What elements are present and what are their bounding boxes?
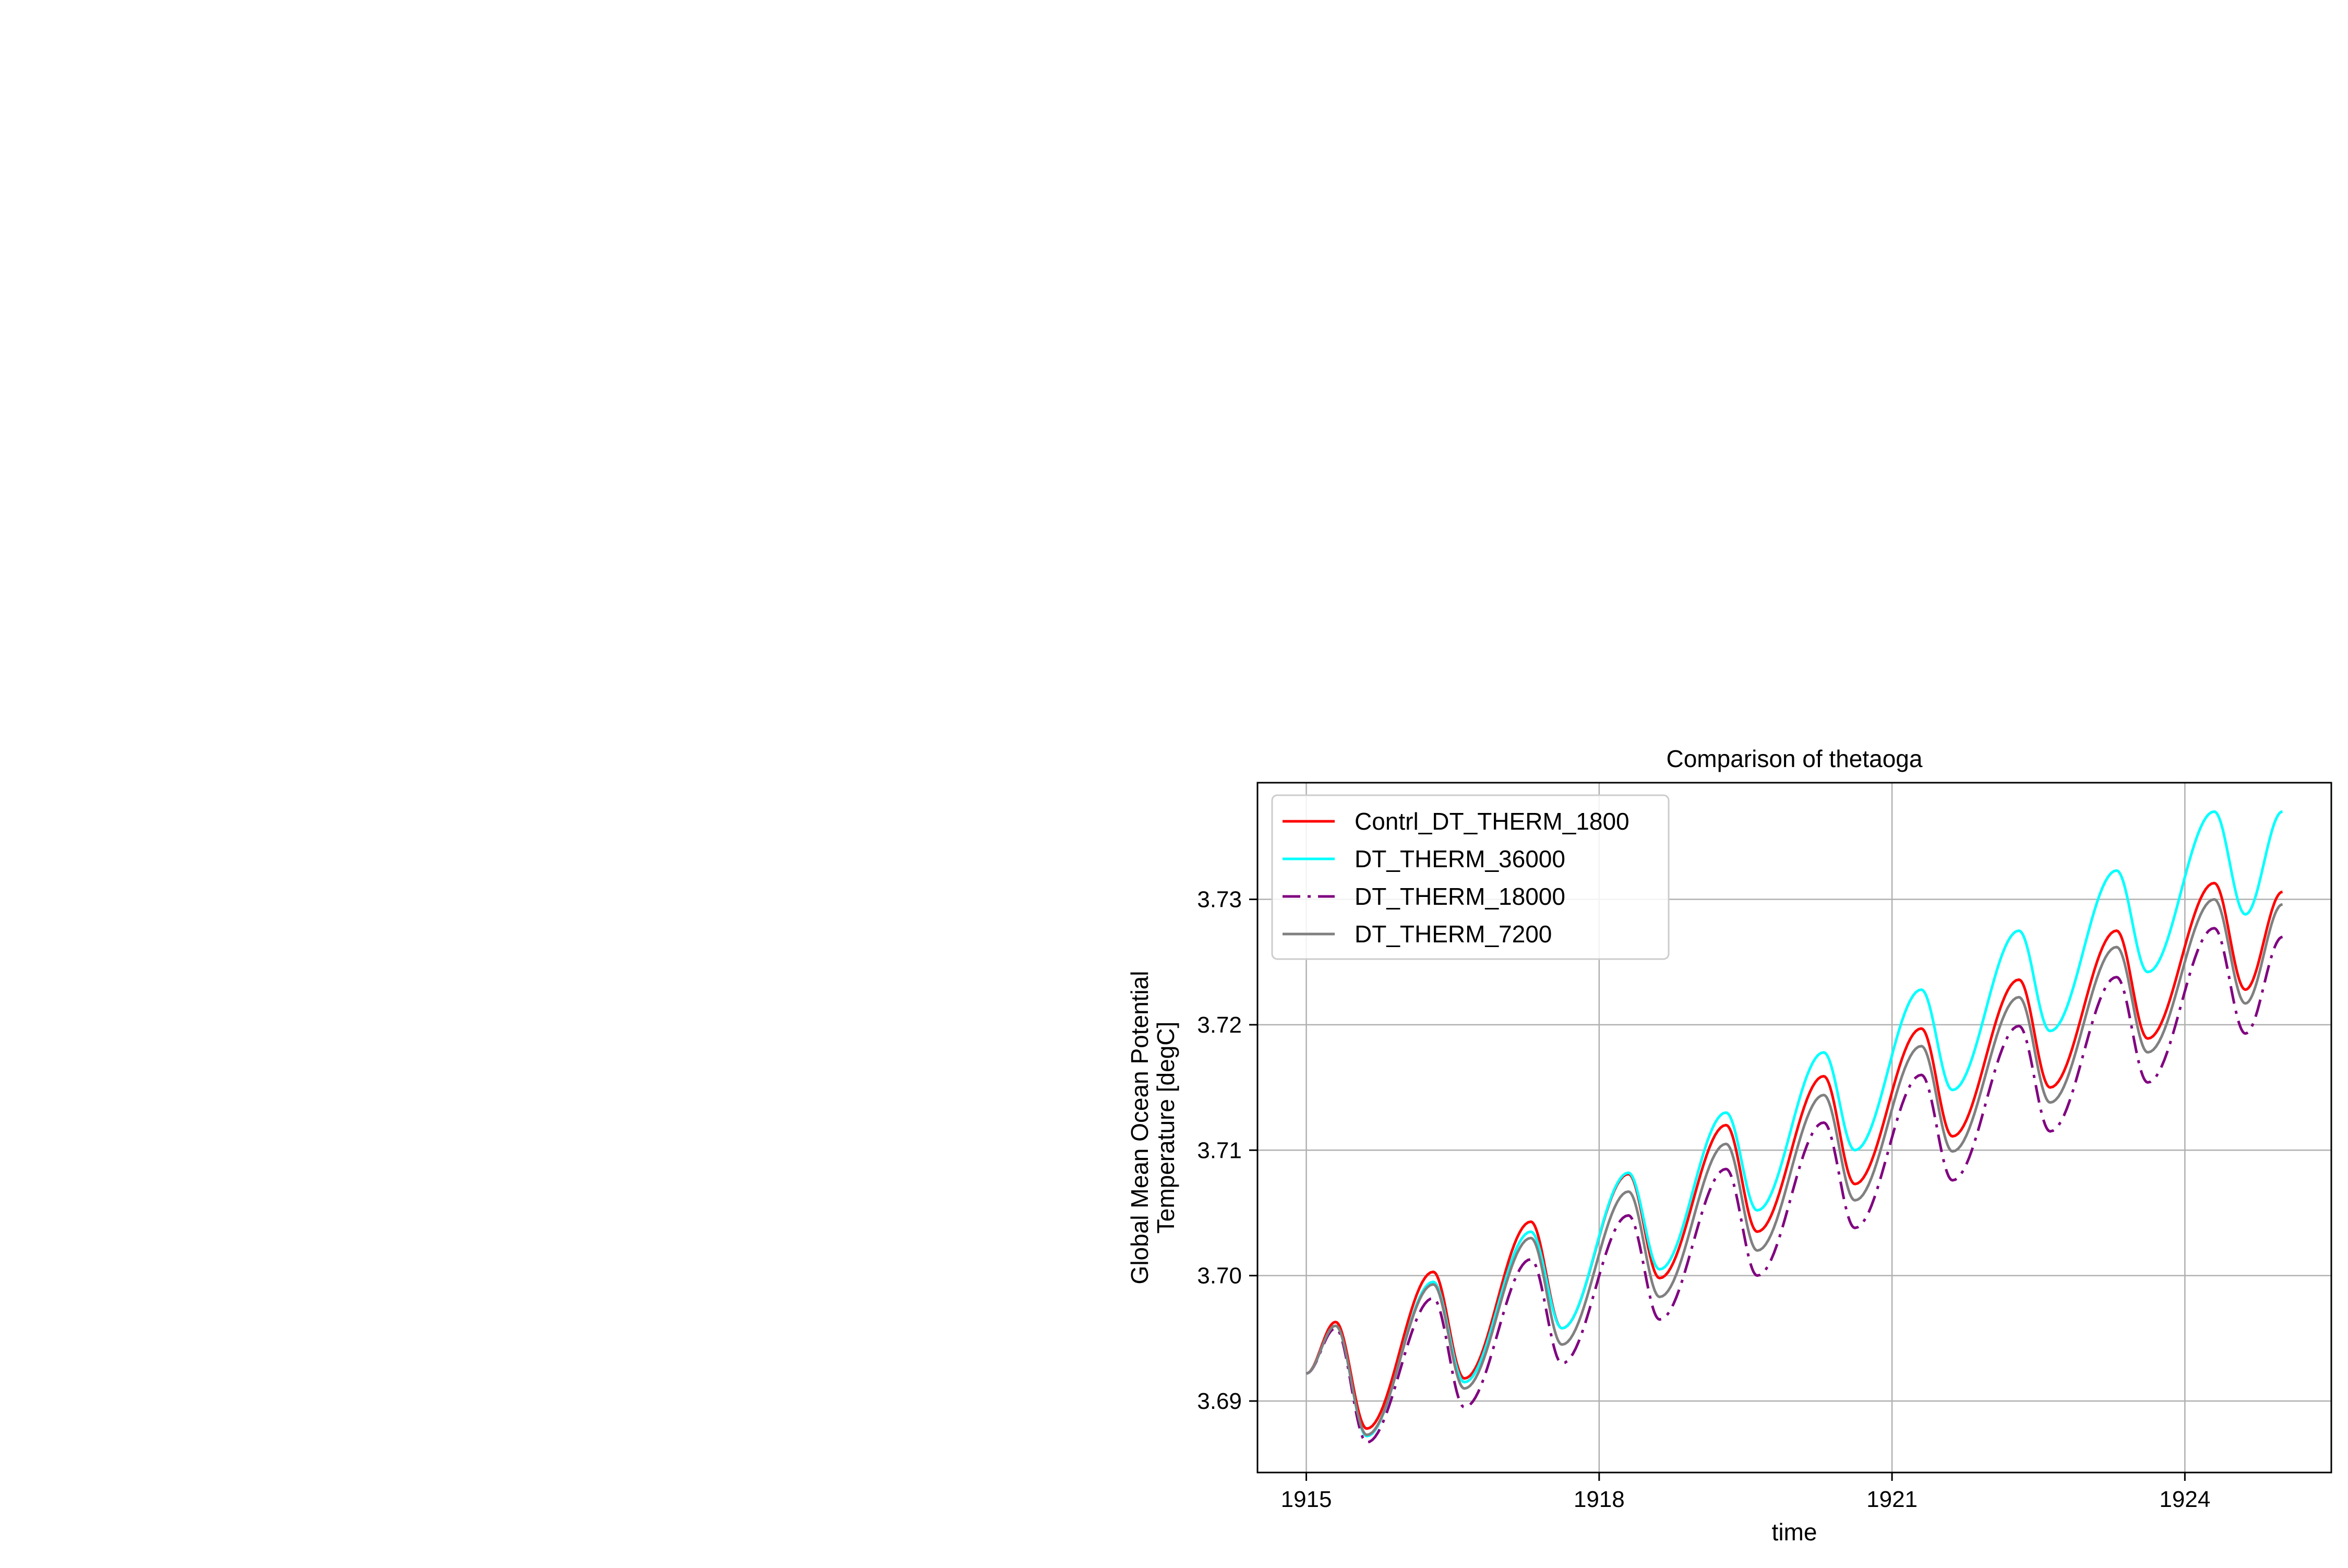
y-tick-label: 3.70	[1197, 1263, 1242, 1289]
y-tick-label: 3.71	[1197, 1138, 1242, 1163]
legend-box	[1271, 794, 1670, 960]
y-tick-label: 3.69	[1197, 1389, 1242, 1414]
plot-frame	[1256, 782, 2332, 1474]
x-tick-label: 1921	[1866, 1487, 1918, 1512]
series-line-4	[1306, 898, 2283, 1437]
legend-label-3: DT_THERM_18000	[1355, 883, 1565, 910]
x-tick-label: 1924	[2159, 1487, 2210, 1512]
ticks-layer: 1915 1918 1921 1924 3.69 3.70 3.71 3.72 3.73	[1197, 887, 2210, 1512]
x-axis-label: time	[1772, 1518, 1817, 1546]
y-tick-label: 3.73	[1197, 887, 1242, 913]
legend-label-1: Contrl_DT_THERM_1800	[1355, 808, 1630, 835]
x-tick-label: 1918	[1574, 1487, 1625, 1512]
legend: Contrl_DT_THERM_1800 DT_THERM_36000 DT_THE…	[1271, 794, 1670, 960]
y-axis-label-line-2: Temperature [degC]	[1152, 1022, 1179, 1234]
chart-title: Comparison of thetaoga	[1667, 745, 1923, 772]
legend-label-2: DT_THERM_36000	[1355, 845, 1565, 872]
series-layer	[1306, 810, 2283, 1444]
legend-label-4: DT_THERM_7200	[1355, 920, 1552, 948]
y-tick-label: 3.72	[1197, 1012, 1242, 1038]
x-tick-label: 1915	[1281, 1487, 1332, 1512]
series-line-3	[1306, 927, 2283, 1444]
y-axis-label-line-1: Global Mean Ocean Potential	[1126, 971, 1153, 1285]
series-line-1	[1306, 881, 2283, 1430]
